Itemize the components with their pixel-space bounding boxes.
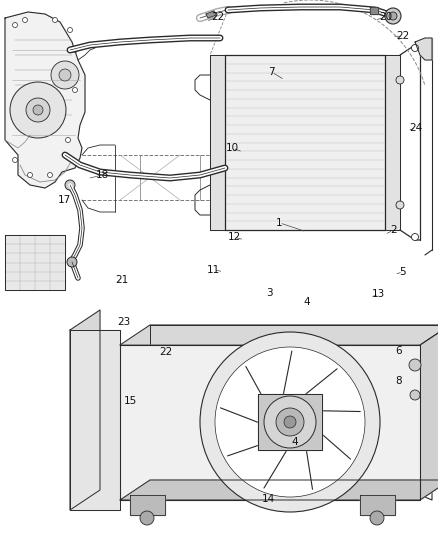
Circle shape — [215, 347, 365, 497]
Text: 8: 8 — [395, 376, 402, 386]
Circle shape — [284, 416, 296, 428]
Text: 3: 3 — [266, 288, 273, 298]
Circle shape — [51, 61, 79, 89]
Text: 1: 1 — [276, 218, 283, 228]
Polygon shape — [385, 55, 400, 230]
Text: 11: 11 — [207, 265, 220, 274]
Text: 2: 2 — [390, 225, 397, 235]
Polygon shape — [130, 495, 165, 515]
Circle shape — [276, 408, 304, 436]
Circle shape — [140, 511, 154, 525]
Circle shape — [409, 359, 421, 371]
Text: 15: 15 — [124, 396, 137, 406]
Polygon shape — [120, 480, 438, 500]
Polygon shape — [5, 12, 85, 188]
Circle shape — [385, 8, 401, 24]
Circle shape — [411, 233, 418, 240]
Circle shape — [28, 173, 32, 177]
Polygon shape — [360, 495, 395, 515]
Circle shape — [411, 44, 418, 52]
Text: 24: 24 — [410, 123, 423, 133]
Circle shape — [73, 47, 78, 52]
Text: 12: 12 — [228, 232, 241, 242]
Text: 7: 7 — [268, 67, 275, 77]
Polygon shape — [210, 55, 225, 230]
Text: 14: 14 — [261, 494, 275, 504]
Circle shape — [370, 511, 384, 525]
Circle shape — [67, 28, 73, 33]
Circle shape — [65, 180, 75, 190]
Text: 22: 22 — [212, 12, 225, 22]
Circle shape — [33, 105, 43, 115]
Circle shape — [13, 22, 18, 28]
Polygon shape — [420, 325, 438, 500]
Text: 4: 4 — [303, 297, 310, 306]
Circle shape — [200, 332, 380, 512]
Circle shape — [66, 138, 71, 142]
Polygon shape — [70, 330, 120, 510]
Circle shape — [22, 18, 28, 22]
Text: 13: 13 — [372, 289, 385, 299]
Circle shape — [410, 390, 420, 400]
Text: 22: 22 — [396, 31, 410, 41]
Polygon shape — [120, 345, 420, 500]
Text: 23: 23 — [117, 317, 130, 327]
Text: 21: 21 — [115, 276, 128, 285]
Polygon shape — [258, 394, 322, 450]
Circle shape — [47, 173, 53, 177]
Polygon shape — [120, 325, 438, 345]
Text: 17: 17 — [58, 195, 71, 205]
Polygon shape — [225, 55, 385, 230]
Circle shape — [67, 257, 77, 267]
Text: 18: 18 — [96, 170, 110, 180]
Circle shape — [264, 396, 316, 448]
Circle shape — [10, 82, 66, 138]
Circle shape — [53, 18, 57, 22]
Text: 4: 4 — [291, 438, 298, 447]
Polygon shape — [5, 235, 65, 290]
Circle shape — [396, 76, 404, 84]
Polygon shape — [70, 310, 100, 510]
Circle shape — [26, 98, 50, 122]
Circle shape — [389, 12, 397, 20]
Text: 20: 20 — [379, 12, 392, 22]
Polygon shape — [206, 11, 216, 18]
Text: 22: 22 — [159, 347, 172, 357]
Circle shape — [73, 87, 78, 93]
Polygon shape — [150, 325, 438, 480]
Polygon shape — [370, 7, 378, 14]
Circle shape — [396, 201, 404, 209]
Polygon shape — [415, 38, 432, 60]
Circle shape — [13, 157, 18, 163]
Circle shape — [59, 69, 71, 81]
Text: 6: 6 — [395, 346, 402, 356]
Text: 10: 10 — [226, 143, 239, 153]
Text: 5: 5 — [399, 267, 406, 277]
